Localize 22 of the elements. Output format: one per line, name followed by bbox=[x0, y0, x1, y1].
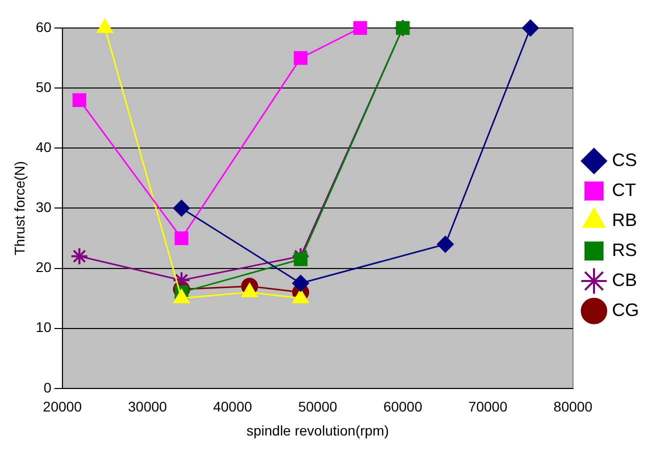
y-tick-label: 20 bbox=[36, 259, 52, 276]
x-axis-title: spindle revolution(rpm) bbox=[246, 422, 389, 438]
x-tick-label: 40000 bbox=[213, 398, 252, 415]
legend-label: RB bbox=[612, 210, 638, 230]
x-tick-label: 70000 bbox=[468, 398, 508, 415]
x-tick-label: 30000 bbox=[128, 398, 168, 415]
y-tick-label: 50 bbox=[36, 78, 52, 95]
legend-label: CS bbox=[612, 150, 638, 170]
legend-label: CT bbox=[612, 180, 636, 200]
legend-label: CB bbox=[612, 270, 638, 290]
x-tick-label: 50000 bbox=[298, 398, 338, 415]
y-tick-label: 30 bbox=[36, 199, 52, 216]
legend-label: RS bbox=[612, 240, 638, 260]
y-tick-label: 60 bbox=[36, 18, 52, 35]
x-tick-label: 20000 bbox=[42, 398, 82, 415]
x-tick-label: 80000 bbox=[554, 398, 593, 415]
x-tick-label: 60000 bbox=[383, 398, 422, 415]
y-tick-label: 10 bbox=[36, 319, 52, 336]
y-tick-label: 0 bbox=[44, 379, 52, 396]
legend-label: CG bbox=[612, 300, 639, 320]
y-tick-label: 40 bbox=[36, 138, 52, 155]
y-axis-title: Thrust force(N) bbox=[11, 161, 28, 256]
